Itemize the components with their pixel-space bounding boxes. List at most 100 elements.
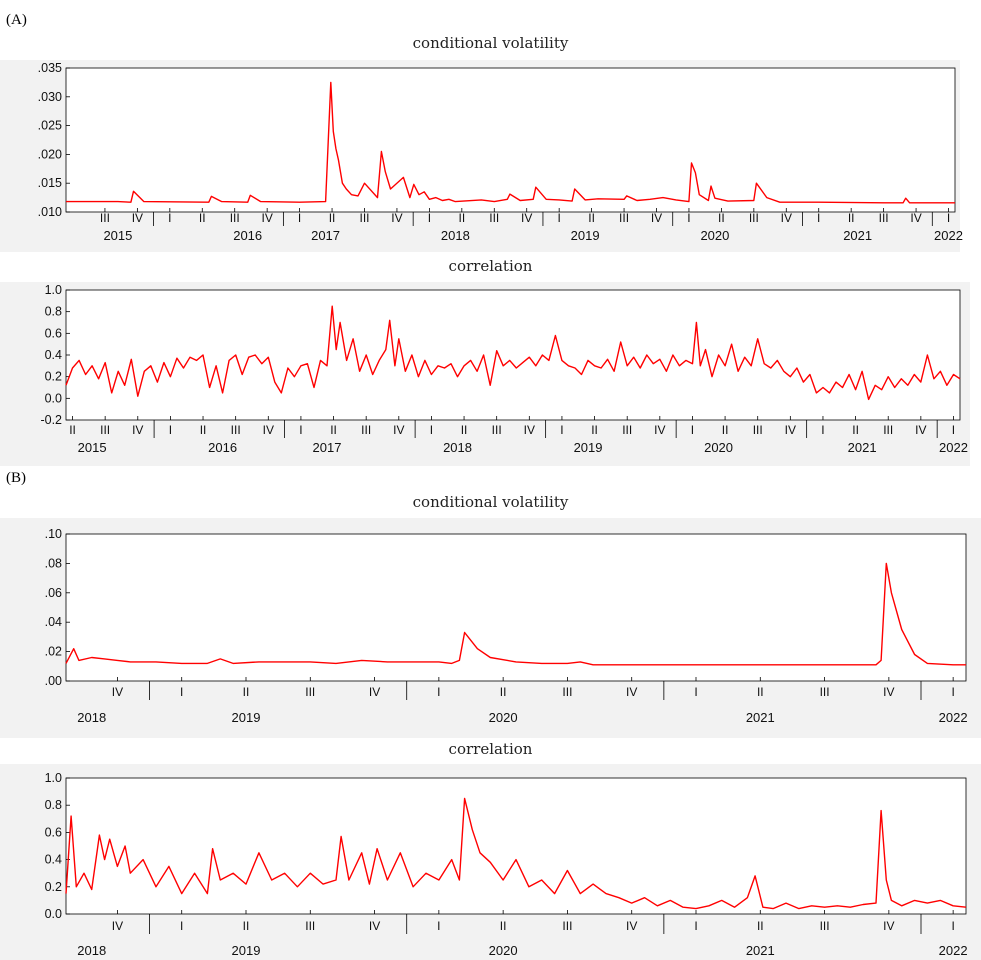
- quarter-label: IV: [883, 919, 894, 933]
- quarter-label: I: [817, 211, 820, 225]
- quarter-label: IV: [785, 423, 796, 437]
- plot-area: [65, 777, 967, 915]
- quarter-label: III: [100, 423, 110, 437]
- year-label: 2022: [939, 710, 968, 725]
- y-tick-label: 1.0: [45, 283, 62, 297]
- chart-title-a-correlation: correlation: [448, 257, 533, 275]
- y-tick-label: .030: [38, 90, 62, 104]
- quarter-label: I: [437, 685, 440, 699]
- quarter-label: II: [461, 423, 468, 437]
- year-label: 2022: [934, 228, 963, 243]
- quarter-label: II: [848, 211, 855, 225]
- quarter-label: I: [169, 423, 172, 437]
- quarter-label: II: [722, 423, 729, 437]
- quarter-label: III: [820, 685, 830, 699]
- y-tick-label: .06: [45, 586, 62, 600]
- quarter-label: I: [694, 919, 697, 933]
- year-label: 2019: [571, 228, 600, 243]
- y-tick-label: 0.8: [45, 305, 62, 319]
- year-label: 2019: [232, 710, 261, 725]
- y-tick-label: 0.0: [45, 907, 62, 921]
- quarter-label: III: [562, 919, 572, 933]
- quarter-label: III: [361, 423, 371, 437]
- year-label: 2021: [746, 710, 775, 725]
- quarter-label: IV: [915, 423, 926, 437]
- chart-b-correlation: 0.00.20.40.60.81.0IV I II III IV I II III IV I II I…: [0, 764, 981, 960]
- quarter-label: I: [821, 423, 824, 437]
- quarter-label: IV: [626, 685, 637, 699]
- quarter-label: II: [718, 211, 725, 225]
- y-tick-label: -0.2: [40, 413, 62, 427]
- quarter-label: IV: [263, 423, 274, 437]
- plot-area: [65, 289, 961, 421]
- year-label: 2021: [843, 228, 872, 243]
- quarter-label: II: [243, 685, 250, 699]
- y-tick-label: .010: [38, 205, 62, 219]
- year-label: 2020: [489, 710, 518, 725]
- quarter-label: I: [299, 423, 302, 437]
- year-label: 2021: [746, 943, 775, 958]
- y-tick-label: .04: [45, 615, 62, 629]
- chart-title-b-correlation: correlation: [448, 740, 533, 758]
- quarter-label: I: [951, 919, 954, 933]
- quarter-label: II: [588, 211, 595, 225]
- quarter-label: I: [694, 685, 697, 699]
- y-tick-label: 0.8: [45, 798, 62, 812]
- y-tick-label: 0.4: [45, 348, 62, 362]
- y-tick-label: .020: [38, 147, 62, 161]
- quarter-label: III: [879, 211, 889, 225]
- quarter-label: II: [591, 423, 598, 437]
- chart-title-a-volatility: conditional volatility: [412, 34, 569, 52]
- quarter-label: III: [100, 211, 110, 225]
- quarter-label: IV: [651, 211, 662, 225]
- quarter-label: II: [330, 423, 337, 437]
- quarter-label: I: [180, 685, 183, 699]
- y-tick-label: .025: [38, 119, 62, 133]
- quarter-label: I: [952, 423, 955, 437]
- year-label: 2018: [77, 943, 106, 958]
- series-line: [65, 562, 966, 666]
- panel-label-b: (B): [6, 470, 26, 486]
- panel-label-a: (A): [6, 12, 27, 28]
- y-tick-label: .08: [45, 556, 62, 570]
- quarter-label: I: [437, 919, 440, 933]
- y-tick-label: 0.6: [45, 825, 62, 839]
- quarter-label: IV: [654, 423, 665, 437]
- quarter-label: IV: [883, 685, 894, 699]
- quarter-label: III: [820, 919, 830, 933]
- quarter-label: IV: [910, 211, 921, 225]
- year-label: 2015: [78, 440, 107, 455]
- plot-area: [65, 533, 967, 682]
- year-label: 2020: [700, 228, 729, 243]
- quarter-label: III: [749, 211, 759, 225]
- quarter-label: I: [951, 685, 954, 699]
- quarter-label: III: [305, 919, 315, 933]
- y-tick-label: .10: [45, 527, 62, 541]
- year-label: 2016: [233, 228, 262, 243]
- quarter-label: II: [458, 211, 465, 225]
- quarter-label: IV: [261, 211, 272, 225]
- quarter-label: III: [305, 685, 315, 699]
- series-line: [65, 305, 961, 401]
- quarter-label: I: [947, 211, 950, 225]
- quarter-label: I: [430, 423, 433, 437]
- year-label: 2016: [208, 440, 237, 455]
- quarter-label: III: [230, 211, 240, 225]
- quarter-label: I: [428, 211, 431, 225]
- year-label: 2018: [77, 710, 106, 725]
- quarter-label: II: [852, 423, 859, 437]
- quarter-label: II: [329, 211, 336, 225]
- quarter-label: IV: [626, 919, 637, 933]
- quarter-label: IV: [132, 211, 143, 225]
- quarter-label: II: [243, 919, 250, 933]
- quarter-label: III: [489, 211, 499, 225]
- year-label: 2022: [939, 440, 968, 455]
- y-tick-label: 0.2: [45, 370, 62, 384]
- year-label: 2015: [103, 228, 132, 243]
- year-label: 2022: [939, 943, 968, 958]
- quarter-label: II: [500, 919, 507, 933]
- quarter-label: IV: [132, 423, 143, 437]
- year-label: 2020: [489, 943, 518, 958]
